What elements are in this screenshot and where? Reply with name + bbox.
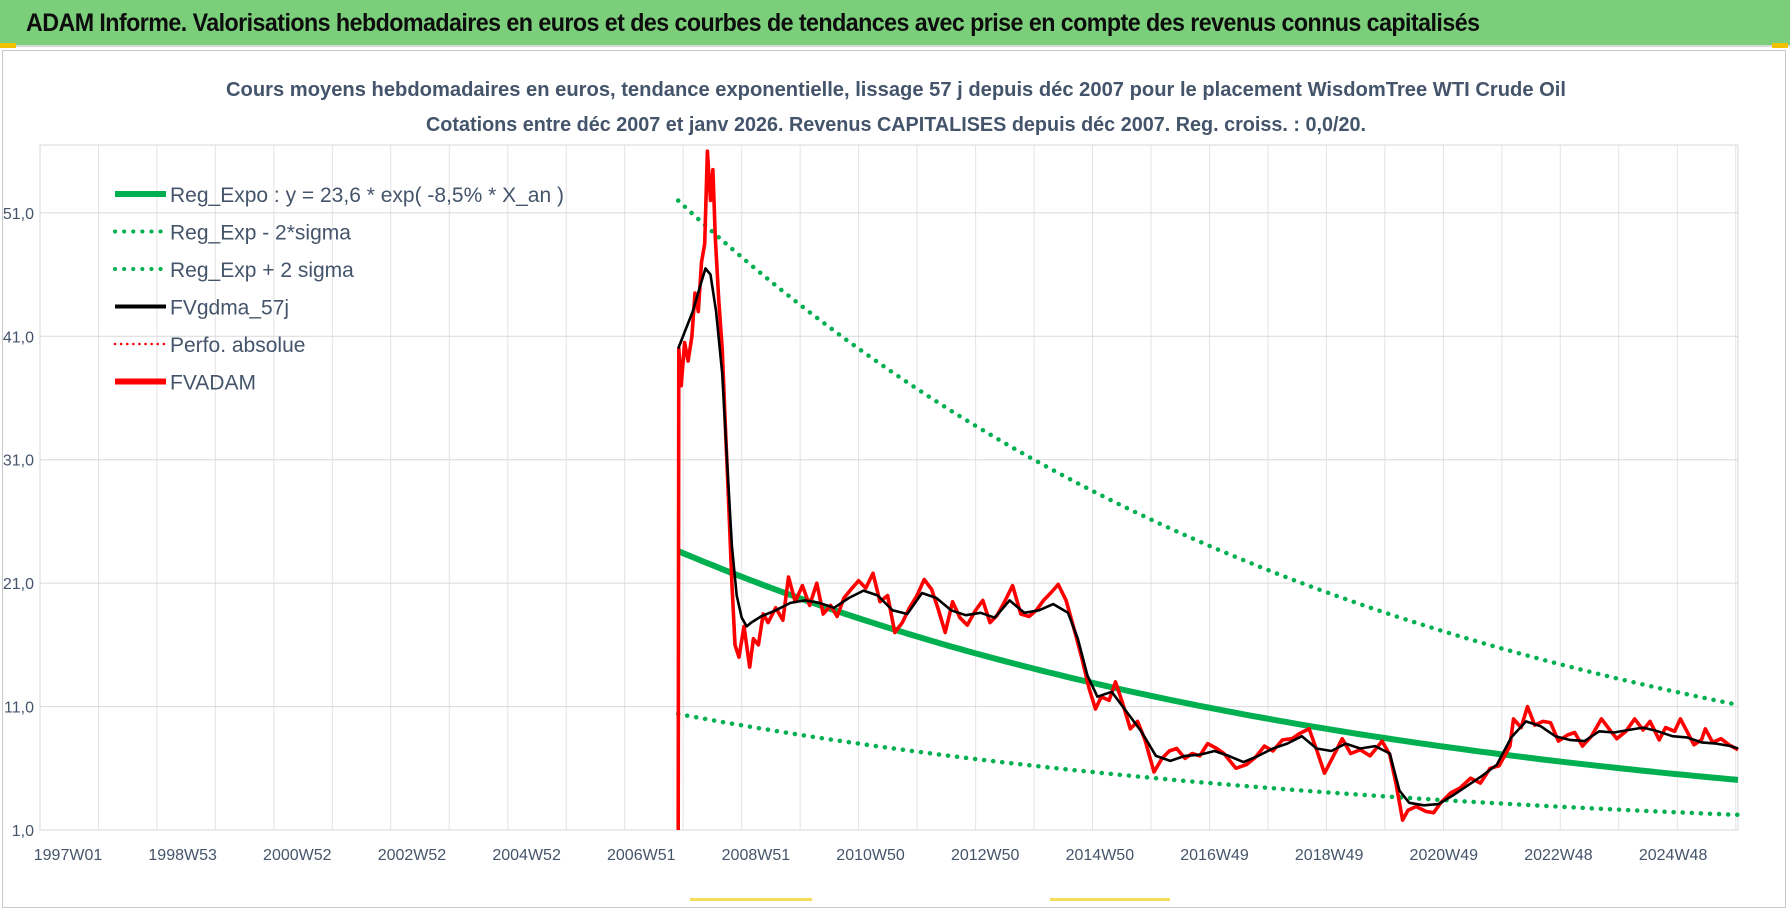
x-tick-label: 2010W50 xyxy=(836,847,905,864)
x-tick-label: 2002W52 xyxy=(378,847,447,864)
report-banner-title: ADAM Informe. Valorisations hebdomadaire… xyxy=(26,9,1480,37)
series-2-line xyxy=(675,198,1741,708)
banner-corner-left xyxy=(0,43,16,48)
x-tick-label: 2014W50 xyxy=(1066,847,1135,864)
series-5-line xyxy=(676,149,1739,831)
x-tick-label: 2006W51 xyxy=(607,847,676,864)
chart-subtitle: Cotations entre déc 2007 et janv 2026. R… xyxy=(426,114,1366,136)
x-tick-label: 2016W49 xyxy=(1180,847,1249,864)
y-tick-label: 11,0 xyxy=(4,700,34,717)
y-tick-label: 21,0 xyxy=(3,576,34,593)
x-tick-label: 2020W49 xyxy=(1410,847,1479,864)
y-tick-label: 51,0 xyxy=(3,206,34,223)
x-tick-label: 1997W01 xyxy=(34,847,103,864)
plot-area xyxy=(39,144,1739,831)
legend-label-5: FVADAM xyxy=(170,372,256,395)
y-tick-label: 41,0 xyxy=(3,329,34,346)
x-tick-label: 2022W48 xyxy=(1524,847,1593,864)
legend-label-4: Perfo. absolue xyxy=(170,334,305,357)
bottom-marker-right xyxy=(1050,898,1170,901)
x-tick-label: 1998W53 xyxy=(148,847,217,864)
bottom-marker-left xyxy=(690,898,812,901)
y-tick-label: 1,0 xyxy=(12,823,34,840)
x-tick-label: 2004W52 xyxy=(492,847,561,864)
banner-corner-right xyxy=(1772,43,1788,48)
legend: Reg_Expo : y = 23,6 * exp( -8,5% * X_an … xyxy=(113,184,564,395)
x-tick-label: 2000W52 xyxy=(263,847,332,864)
x-axis-labels: 1997W01 1998W53 2000W52 2002W52 2004W52 2006W… xyxy=(34,847,1708,864)
y-gridlines xyxy=(39,144,1739,831)
y-axis-labels: 1,0 11,0 21,0 31,0 41,0 51,0 xyxy=(3,206,34,840)
series-layer xyxy=(675,149,1741,831)
chart-title: Cours moyens hebdomadaires en euros, ten… xyxy=(226,79,1566,101)
legend-label-0: Reg_Expo : y = 23,6 * exp( -8,5% * X_an … xyxy=(170,184,564,207)
report-banner: ADAM Informe. Valorisations hebdomadaire… xyxy=(0,0,1790,47)
legend-label-3: FVgdma_57j xyxy=(170,297,289,320)
y-tick-label: 31,0 xyxy=(3,453,34,470)
x-gridlines xyxy=(39,145,1737,830)
legend-label-2: Reg_Exp + 2 sigma xyxy=(170,259,354,282)
x-tick-label: 2024W48 xyxy=(1639,847,1708,864)
chart-frame xyxy=(2,50,1786,908)
x-tick-label: 2008W51 xyxy=(722,847,791,864)
legend-label-1: Reg_Exp - 2*sigma xyxy=(170,222,351,245)
series-0-line xyxy=(677,548,1739,783)
x-tick-label: 2012W50 xyxy=(951,847,1020,864)
x-tick-label: 2018W49 xyxy=(1295,847,1364,864)
series-3-line xyxy=(676,267,1739,807)
